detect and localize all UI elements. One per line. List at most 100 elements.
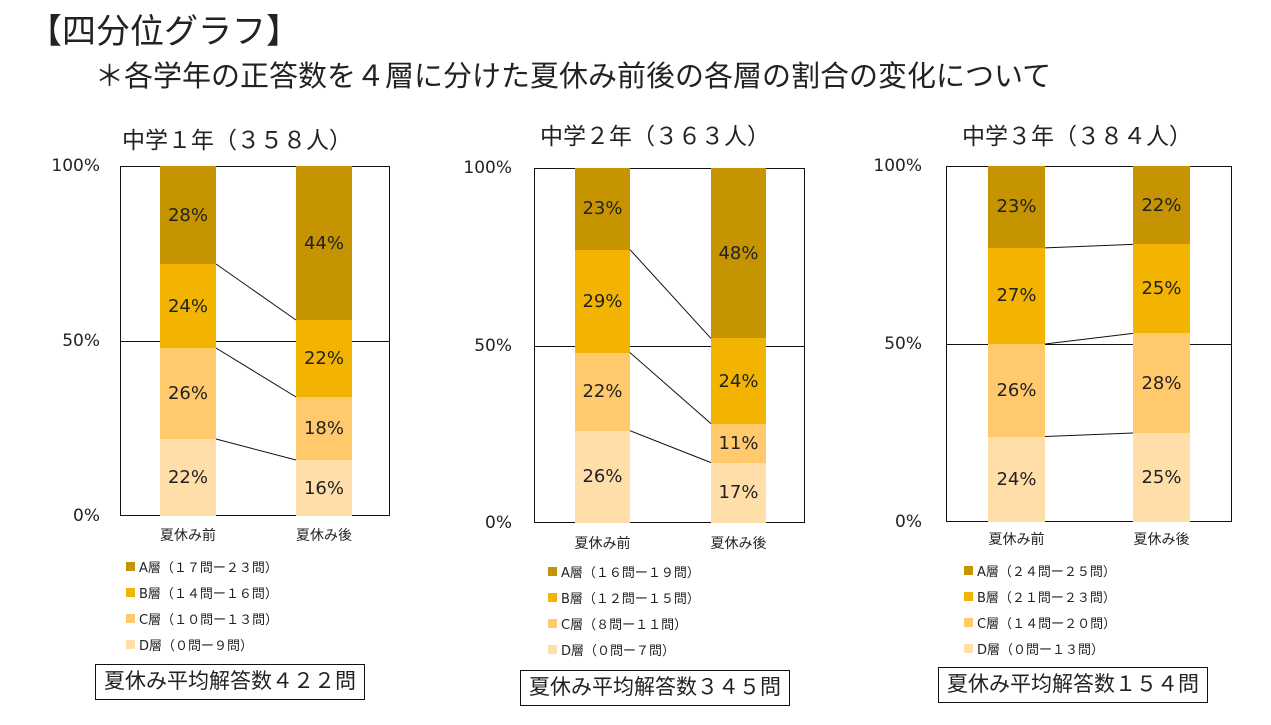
- stacked-bar: 22% 26% 24% 28%: [160, 166, 216, 516]
- bar-segment-a: 23%: [988, 166, 1045, 248]
- bar-segment-d: 16%: [296, 460, 352, 516]
- legend-swatch: [964, 565, 973, 575]
- bar-segment-a: 28%: [160, 166, 216, 264]
- plot-area: [120, 166, 390, 516]
- bar-segment-a: 22%: [1133, 166, 1190, 245]
- legend-item: A層（２４問ー２５問）: [964, 557, 1116, 583]
- legend-label: A層（１７問ー２３問）: [139, 560, 278, 576]
- data-label: 22%: [582, 381, 623, 403]
- data-label: 11%: [718, 432, 759, 454]
- stacked-bar: 17% 11% 24% 48%: [711, 168, 766, 523]
- legend: A層（１６問ー１９問） B層（１２問ー１５問） C層（８問ー１１問） D層（０問ー７問…: [548, 558, 700, 662]
- bar-segment-c: 26%: [160, 348, 216, 439]
- legend-item: C層（１４問ー２０問）: [964, 609, 1116, 635]
- bar-segment-c: 22%: [575, 352, 630, 431]
- y-tick-label: 0%: [73, 506, 100, 526]
- legend-label: D層（０問ー１３問）: [977, 642, 1105, 658]
- category-label: 夏休み前: [988, 532, 1045, 548]
- y-tick-label: 50%: [884, 334, 922, 354]
- data-label: 18%: [303, 418, 344, 439]
- average-answers-box: 夏休み平均解答数１５４問: [938, 667, 1208, 703]
- connector-line: [1044, 332, 1134, 345]
- category-label: 夏休み後: [710, 536, 767, 552]
- bar-segment-c: 11%: [711, 423, 766, 463]
- data-label: 26%: [582, 466, 623, 488]
- bar-segment-d: 26%: [575, 430, 630, 523]
- bar-segment-a: 23%: [575, 168, 630, 250]
- y-tick-label: 100%: [463, 158, 512, 178]
- stacked-bar: 24% 26% 27% 23%: [988, 166, 1045, 522]
- data-label: 23%: [582, 198, 623, 220]
- midline-50: [947, 344, 1231, 345]
- connector-line: [215, 347, 297, 398]
- legend-label: B層（１２問ー１５問）: [561, 591, 700, 607]
- legend: A層（１７問ー２３問） B層（１４問ー１６問） C層（１０問ー１３問） D層（０問ー９…: [126, 553, 278, 657]
- legend-label: C層（８問ー１１問）: [561, 617, 688, 633]
- category-label: 夏休み前: [160, 528, 216, 544]
- data-label: 17%: [718, 482, 759, 504]
- bar-segment-b: 24%: [711, 338, 766, 424]
- page-title: 【四分位グラフ】: [28, 12, 300, 52]
- y-tick-label: 100%: [51, 156, 100, 176]
- legend-label: D層（０問ー９問）: [139, 638, 254, 654]
- average-answers-box: 夏休み平均解答数４２２問: [95, 664, 365, 700]
- y-tick-label: 50%: [474, 335, 512, 356]
- legend: A層（２４問ー２５問） B層（２１問ー２３問） C層（１４問ー２０問） D層（０問ー１…: [964, 557, 1116, 661]
- chart-title: 中学１年（３５８人）: [122, 128, 352, 154]
- data-label: 26%: [996, 379, 1037, 401]
- data-label: 23%: [996, 196, 1037, 218]
- legend-item: C層（８問ー１１問）: [548, 610, 700, 636]
- legend-label: A層（１６問ー１９問）: [561, 565, 700, 581]
- legend-swatch: [964, 617, 973, 627]
- y-tick-label: 0%: [895, 512, 922, 532]
- bar-segment-b: 25%: [1133, 244, 1190, 334]
- y-tick-label: 50%: [62, 331, 100, 351]
- bar-segment-a: 44%: [296, 166, 352, 320]
- data-label: 22%: [167, 467, 208, 488]
- bar-segment-d: 17%: [711, 462, 766, 523]
- connector-line: [629, 430, 712, 464]
- legend-swatch: [548, 618, 557, 628]
- data-label: 26%: [167, 383, 208, 404]
- legend-item: B層（１２問ー１５問）: [548, 584, 700, 610]
- y-tick-label: 0%: [485, 513, 512, 533]
- connector-line: [1044, 432, 1134, 438]
- data-label: 44%: [303, 232, 344, 254]
- data-label: 24%: [996, 468, 1037, 490]
- data-label: 27%: [996, 285, 1037, 307]
- legend-item: B層（２１問ー２３問）: [964, 583, 1116, 609]
- legend-item: A層（１６問ー１９問）: [548, 558, 700, 584]
- bar-segment-b: 24%: [160, 264, 216, 348]
- legend-item: D層（０問ー１３問）: [964, 635, 1116, 661]
- legend-swatch: [548, 566, 557, 576]
- connector-line: [629, 249, 712, 339]
- data-label: 22%: [1141, 194, 1182, 216]
- connector-line: [1044, 243, 1134, 249]
- legend-label: B層（１４問ー１６問）: [139, 586, 278, 602]
- legend-swatch: [126, 613, 135, 623]
- data-label: 24%: [718, 370, 759, 392]
- legend-label: C層（１４問ー２０問）: [977, 616, 1117, 632]
- bar-segment-d: 22%: [160, 439, 216, 516]
- bar-segment-b: 27%: [988, 247, 1045, 344]
- legend-label: B層（２１問ー２３問）: [977, 590, 1116, 606]
- page-subtitle: ＊各学年の正答数を４層に分けた夏休み前後の各層の割合の変化について: [95, 59, 1052, 93]
- legend-label: C層（１０問ー１３問）: [139, 612, 279, 628]
- connector-line: [215, 263, 297, 321]
- average-answers-box: 夏休み平均解答数３４５問: [520, 670, 790, 706]
- legend-swatch: [126, 639, 135, 649]
- bar-segment-d: 25%: [1133, 433, 1190, 522]
- legend-swatch: [126, 587, 135, 597]
- bar-segment-d: 24%: [988, 436, 1045, 522]
- category-label: 夏休み前: [574, 536, 631, 552]
- data-label: 24%: [167, 295, 208, 317]
- data-label: 22%: [303, 348, 344, 369]
- midline-50: [535, 345, 804, 347]
- bar-segment-c: 26%: [988, 344, 1045, 437]
- legend-swatch: [548, 592, 557, 602]
- legend-item: D層（０問ー９問）: [126, 631, 278, 657]
- legend-label: A層（２４問ー２５問）: [977, 564, 1116, 580]
- chart-title: 中学３年（３８４人）: [962, 124, 1192, 150]
- bar-segment-c: 18%: [296, 397, 352, 460]
